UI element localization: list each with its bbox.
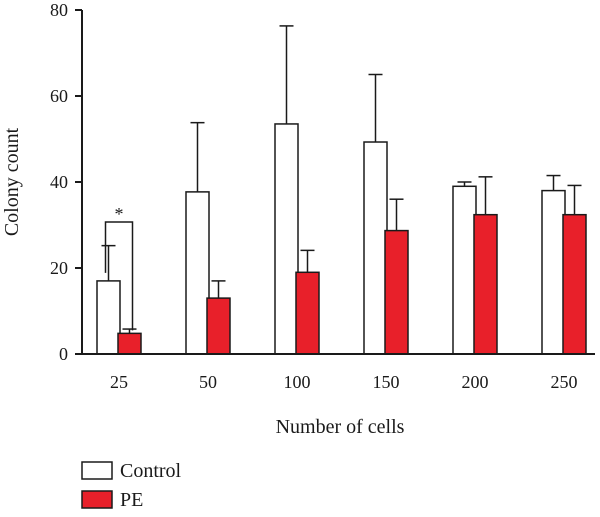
bar-control-250	[541, 189, 566, 355]
annotations: *	[104, 204, 134, 331]
y-tick-label: 0	[59, 344, 68, 364]
significance-bracket	[104, 221, 134, 331]
bar-control-200	[452, 185, 477, 355]
x-tick-label: 200	[462, 372, 489, 392]
bar-control-150	[363, 141, 388, 355]
x-tick-label: 250	[551, 372, 578, 392]
bar-control-50	[185, 191, 210, 355]
error-bars	[101, 25, 582, 334]
significance-marker: *	[115, 204, 124, 224]
bar-pe-150	[384, 229, 409, 355]
x-axis-title: Number of cells	[276, 416, 405, 438]
y-tick-label: 80	[50, 0, 68, 20]
y-axis-ticks: 0 20 40 60 80	[50, 0, 82, 364]
legend: Control PE	[81, 460, 182, 511]
x-tick-label: 150	[373, 372, 400, 392]
bar-pe-25	[117, 332, 142, 355]
legend-swatch-pe	[81, 490, 113, 509]
legend-swatch-control	[81, 461, 113, 480]
bar-pe-200	[473, 213, 498, 355]
x-tick-label: 100	[284, 372, 311, 392]
bar-pe-100	[295, 271, 320, 355]
y-tick-label: 60	[50, 86, 68, 106]
x-tick-label: 25	[110, 372, 128, 392]
bar-control-100	[274, 123, 299, 355]
x-tick-label: 50	[199, 372, 217, 392]
legend-label-control: Control	[120, 460, 182, 482]
bars	[96, 123, 587, 355]
bar-pe-50	[206, 297, 231, 355]
x-axis-ticks: 25 50 100 150 200 250	[110, 372, 578, 392]
legend-label-pe: PE	[120, 489, 143, 511]
y-tick-label: 20	[50, 258, 68, 278]
bar-control-25	[96, 280, 121, 355]
bar-pe-250	[562, 213, 587, 355]
y-axis-title: Colony count	[1, 127, 23, 236]
y-tick-label: 40	[50, 172, 68, 192]
